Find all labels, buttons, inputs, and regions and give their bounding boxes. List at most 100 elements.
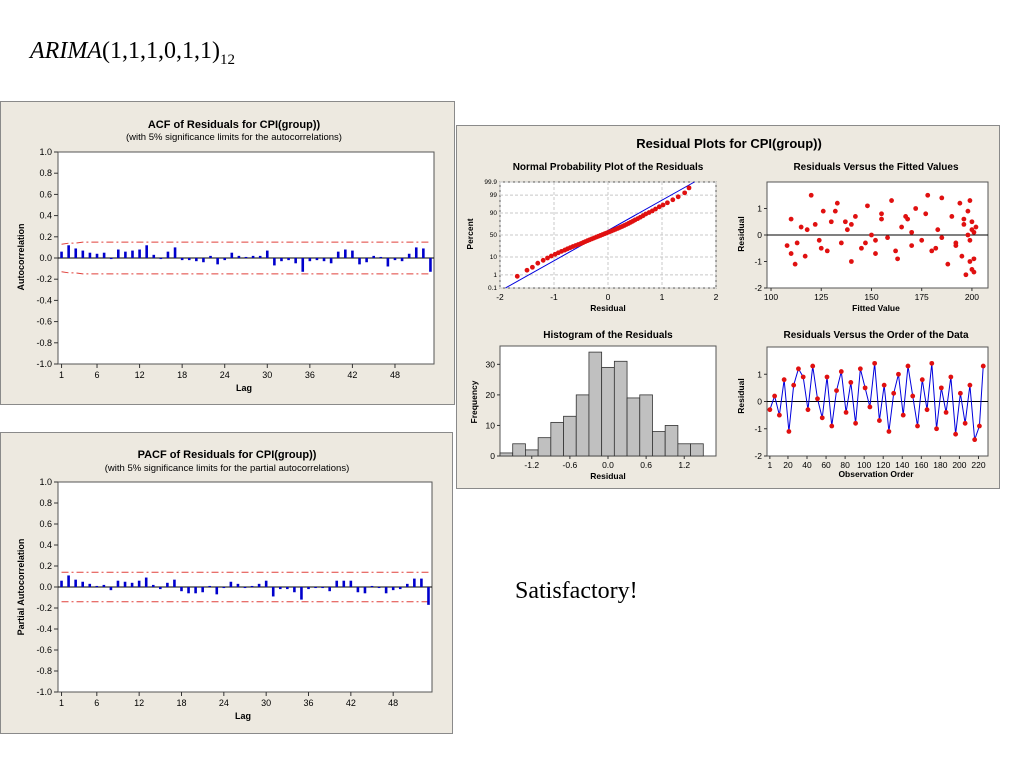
fitted-point [788,251,794,256]
histogram-bar [601,366,615,457]
order-point [810,363,816,369]
fitted-x-label: Fitted Value [852,303,900,313]
order-y-tick-label: 0 [757,397,762,407]
fitted-point [838,240,844,246]
normal-point [675,194,681,200]
fitted-point [923,211,929,217]
pacf-bar [236,583,240,587]
acf-lower-limit-line [61,271,431,275]
fitted-point [828,219,834,225]
normal-point [670,197,676,203]
fitted-point [967,237,973,243]
acf-bar [117,249,120,258]
fitted-point [965,232,971,238]
acf-bar [344,249,347,258]
order-point [796,366,801,372]
acf-bar [287,258,290,261]
normal-x-tick-label: -1 [550,292,558,302]
order-point [786,429,792,434]
pacf-bar [243,587,247,589]
pacf-bar [194,587,197,594]
pacf-y-tick-label: 0.0 [39,582,52,592]
normal-x-label: Residual [590,303,625,313]
normal-y-tick-label: 50 [490,232,498,239]
acf-bar [131,250,134,258]
pacf-bar [144,577,148,587]
order-point [857,366,863,372]
acf-bar [273,258,276,266]
fitted-point [863,240,868,246]
order-point [791,382,797,388]
residual-plots-chart: Residual Plots for CPI(group)) Normal Pr… [465,136,989,481]
acf-y-axis-label: Autocorrelation [16,223,26,290]
order-point [767,407,773,413]
acf-bar [251,255,255,258]
order-point [781,377,787,383]
pacf-bar [180,587,183,592]
pacf-bar [420,578,423,587]
order-point [948,374,954,380]
pacf-x-tick-label: 1 [59,698,64,708]
acf-bar [393,258,397,261]
pacf-y-axis-label: Partial Autocorrelation [16,539,26,636]
acf-x-tick-label: 48 [390,370,400,380]
pacf-y-tick-label: 1.0 [39,477,52,487]
pacf-bar [300,587,303,600]
pacf-y-tick-label: -0.4 [36,624,52,634]
order-point [872,360,878,366]
pacf-y-tick-label: 0.4 [39,540,52,550]
order-x-tick-label: 220 [971,460,985,470]
pacf-bar [293,587,296,593]
pacf-bar [286,587,289,590]
acf-y-tick-label: 0.0 [39,253,52,263]
pacf-bar [173,579,176,587]
acf-y-tick-label: 1.0 [39,147,52,157]
fitted-point [973,224,979,230]
acf-bar [138,249,141,258]
pacf-bar [166,582,169,587]
pacf-bar [215,587,219,595]
acf-y-tick-label: -0.2 [36,274,52,284]
fitted-point [903,214,909,219]
fitted-point [889,198,894,203]
acf-bar [202,258,205,263]
acf-bar [400,258,404,262]
pacf-bar [208,585,212,587]
fitted-point [957,200,963,206]
fitted-y-tick-label: -1 [754,257,762,267]
order-point [800,374,806,380]
order-point [843,410,849,415]
fitted-point [788,216,794,222]
order-x-tick-label: 180 [933,460,947,470]
order-point [943,410,949,415]
fitted-point [869,232,874,238]
pacf-bar [102,584,106,587]
acf-bar [173,247,177,258]
fitted-point [959,253,965,259]
pacf-subtitle: (with 5% significance limits for the par… [105,463,349,474]
fitted-point [969,219,975,225]
fitted-y-label: Residual [736,216,746,251]
fitted-point [963,272,969,278]
fitted-point [969,227,975,233]
pacf-chart-panel: PACF of Residuals for CPI(group)) (with … [0,432,453,734]
acf-x-tick-label: 6 [95,370,100,380]
pacf-bar [307,587,310,590]
acf-x-tick-label: 18 [177,370,187,380]
order-x-tick-label: 120 [876,460,890,470]
pacf-x-tick-label: 30 [261,698,271,708]
acf-bar [74,248,78,258]
fitted-point [945,261,951,267]
pacf-x-tick-label: 6 [94,698,99,708]
pacf-bar [328,587,331,592]
fitted-point [798,224,804,230]
acf-bar [237,255,241,258]
order-point [862,385,868,391]
pacf-bar [342,580,346,587]
order-y-tick-label: -1 [754,424,762,434]
order-x-tick-label: 160 [914,460,928,470]
pacf-bar [349,580,353,587]
fitted-point [848,259,854,264]
order-x-tick-label: 100 [857,460,871,470]
order-point [915,423,920,429]
